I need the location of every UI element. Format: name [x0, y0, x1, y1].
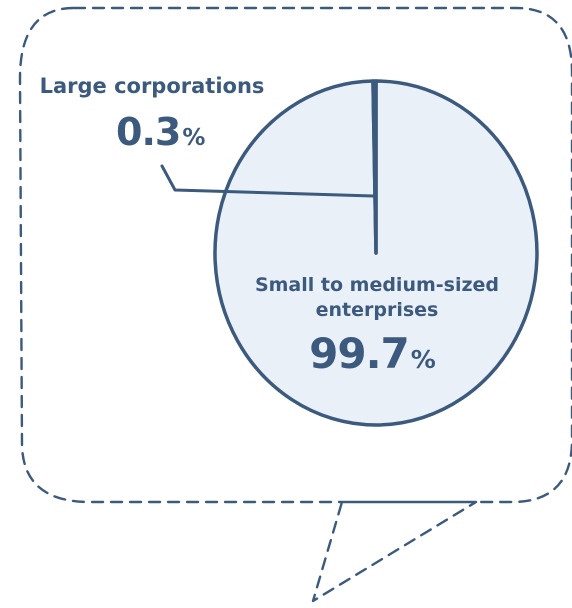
- pie-slice-large-corporations: [371, 79, 378, 255]
- sme-label-line-1: Small to medium-sized: [255, 274, 499, 296]
- sme-value-number: 99.7: [309, 329, 409, 378]
- leader-line: [160, 164, 375, 198]
- large-corporations-label: Large corporations: [40, 74, 265, 98]
- sme-value-unit: %: [411, 345, 436, 374]
- large-corporations-value-number: 0.3: [116, 110, 180, 154]
- large-corporations-value: 0.3%: [116, 110, 205, 154]
- sme-value: 99.7%: [309, 329, 436, 378]
- sme-label-line-2: enterprises: [316, 299, 439, 321]
- large-corporations-value-unit: %: [182, 125, 205, 151]
- speech-bubble-outline: [18, 6, 572, 603]
